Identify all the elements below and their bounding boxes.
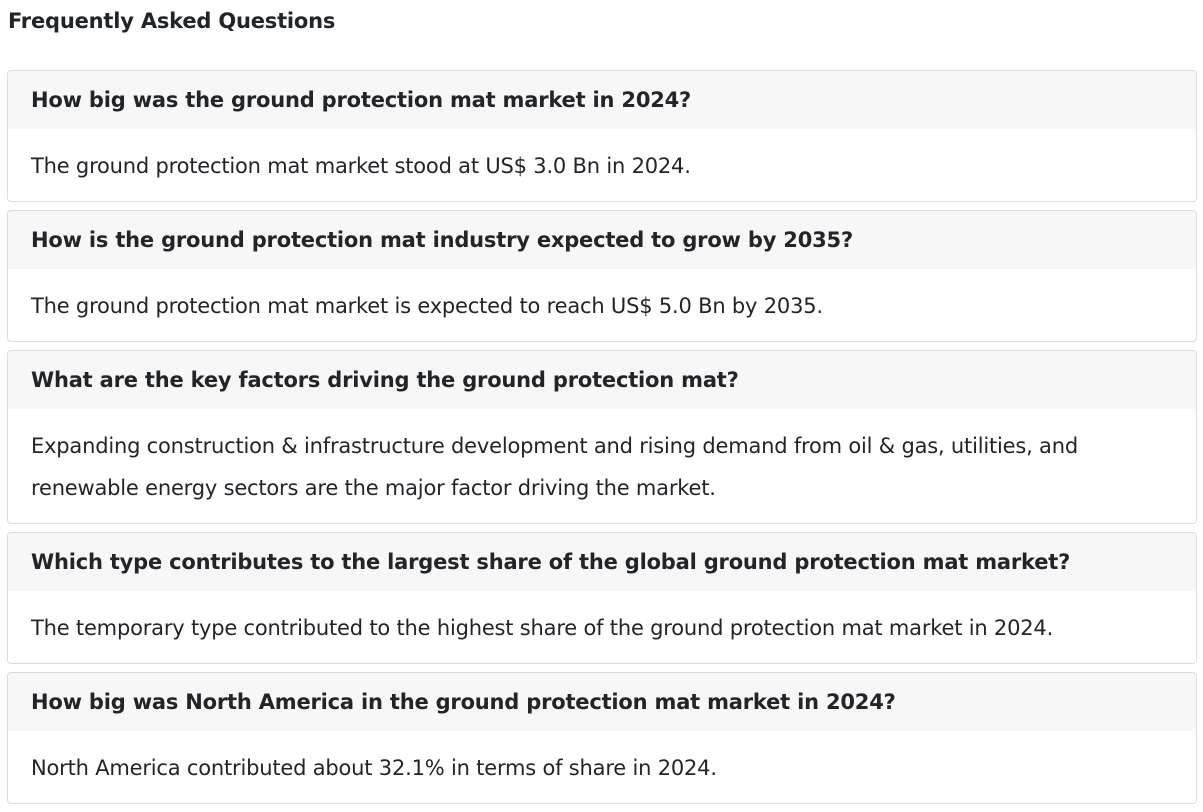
faq-question[interactable]: How big was the ground protection mat ma… [8, 71, 1196, 129]
faq-item: What are the key factors driving the gro… [7, 350, 1197, 524]
faq-question[interactable]: How big was North America in the ground … [8, 673, 1196, 731]
faq-item: Which type contributes to the largest sh… [7, 532, 1197, 664]
faq-answer: The temporary type contributed to the hi… [31, 616, 1054, 640]
faq-answer: The ground protection mat market stood a… [31, 154, 691, 178]
faq-answer: Expanding construction & infrastructure … [31, 434, 1078, 500]
faq-question[interactable]: Which type contributes to the largest sh… [8, 533, 1196, 591]
faq-question[interactable]: What are the key factors driving the gro… [8, 351, 1196, 409]
faq-question[interactable]: How is the ground protection mat industr… [8, 211, 1196, 269]
faq-item: How big was North America in the ground … [7, 672, 1197, 804]
faq-list: How big was the ground protection mat ma… [7, 70, 1197, 812]
page-title: Frequently Asked Questions [8, 9, 336, 33]
faq-answer: The ground protection mat market is expe… [31, 294, 823, 318]
faq-item: How big was the ground protection mat ma… [7, 70, 1197, 202]
faq-answer: North America contributed about 32.1% in… [31, 756, 717, 780]
faq-item: How is the ground protection mat industr… [7, 210, 1197, 342]
